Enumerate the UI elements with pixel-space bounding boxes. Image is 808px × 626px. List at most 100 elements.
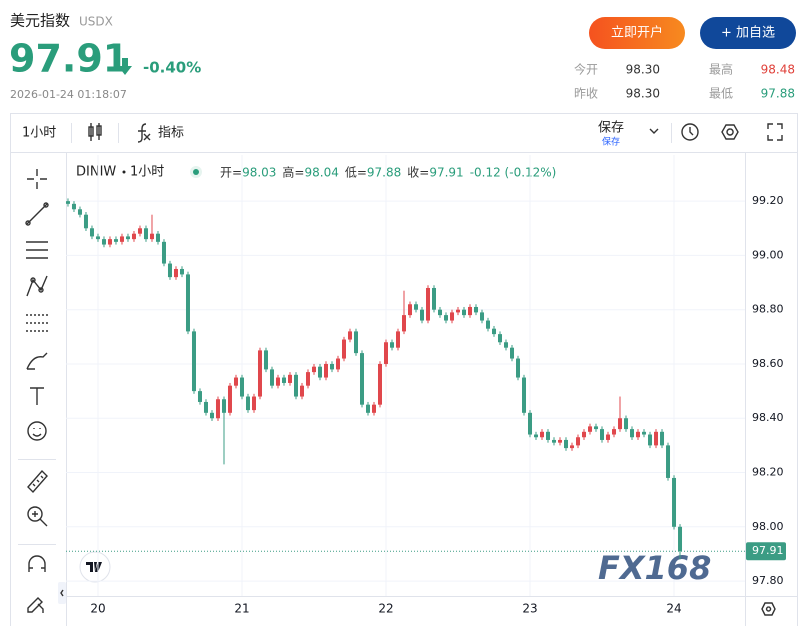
candle-body <box>486 320 491 329</box>
candle-body <box>335 358 340 370</box>
candle-body <box>287 374 292 383</box>
candle-body <box>275 377 280 386</box>
candle-body <box>323 363 328 378</box>
legend-value: 98.03 <box>242 166 276 180</box>
candle-body <box>564 439 569 449</box>
candle-body <box>576 437 581 446</box>
candle-body <box>498 334 503 343</box>
chart-frame <box>10 113 798 626</box>
candle-body <box>113 239 118 242</box>
plot: 99.20 99.00 98.80 98.60 98.40 98.20 98.00 97.80… <box>65 155 786 616</box>
candle-body <box>408 304 413 316</box>
legend-label: 高= <box>282 165 304 180</box>
candle-body <box>365 404 370 413</box>
candle-body <box>474 306 479 313</box>
candle-body <box>630 429 635 438</box>
candle-body <box>137 228 142 234</box>
candle-body <box>233 377 238 386</box>
candle-body <box>203 401 208 413</box>
candle-body <box>239 377 244 397</box>
y-tick-label: 97.80 <box>752 574 784 587</box>
candle-body <box>432 287 437 310</box>
watchlist-label[interactable]: + 加自选 <box>721 26 775 41</box>
candle-body <box>299 385 304 397</box>
candle-body <box>65 201 70 204</box>
candle-body <box>377 363 382 405</box>
candle-body <box>504 342 509 348</box>
open-account-label[interactable]: 立即开户 <box>611 25 663 41</box>
collapse-icon[interactable] <box>60 589 64 597</box>
interval-button[interactable]: 1小时 <box>22 126 56 141</box>
legend-dot <box>122 170 126 174</box>
candle-body <box>666 445 671 478</box>
last-price-label: 97.91 <box>752 544 784 557</box>
down-arrow <box>118 58 132 75</box>
candle-body <box>450 312 455 321</box>
symbol: DINIW <box>76 165 116 180</box>
alert-button[interactable] <box>681 123 699 141</box>
legend-value: 98.04 <box>304 166 338 180</box>
watermark: FX168 <box>598 549 711 587</box>
candle-body <box>143 228 148 240</box>
candle-body <box>624 418 629 430</box>
candle-body <box>371 404 376 413</box>
candle-body <box>173 268 178 278</box>
drawing-tools[interactable] <box>25 169 49 613</box>
y-tick-label: 99.20 <box>752 194 784 207</box>
candle-body <box>329 363 334 370</box>
indicators-button[interactable]: 指标 <box>158 126 184 141</box>
candle-body <box>678 526 683 552</box>
candle-body <box>161 241 166 264</box>
candle-body <box>263 350 268 370</box>
candle-body <box>456 309 461 313</box>
stat-value: 98.30 <box>626 63 660 77</box>
candle-body <box>462 309 467 316</box>
candle-body <box>269 369 274 386</box>
watchlist-button[interactable] <box>700 17 796 49</box>
y-tick-label: 98.20 <box>752 466 784 479</box>
axis-settings[interactable] <box>761 602 776 616</box>
y-tick-label: 98.40 <box>752 411 784 424</box>
candle-body <box>71 203 76 210</box>
candle-body <box>155 233 160 242</box>
collapse-button[interactable] <box>58 582 66 604</box>
candle-body <box>510 347 515 359</box>
legend-value: 97.91 <box>429 166 463 180</box>
candle-body <box>245 396 250 411</box>
last-price-box <box>746 542 786 561</box>
candle-body <box>131 233 136 240</box>
save-menu[interactable] <box>649 128 659 134</box>
candle-body <box>251 396 256 411</box>
fullscreen-button[interactable] <box>767 123 783 141</box>
candle-body <box>185 274 190 332</box>
save-button[interactable]: 保存 <box>598 121 624 136</box>
chart-type-button[interactable] <box>88 123 102 141</box>
fx-icon[interactable] <box>137 123 151 143</box>
candle-body <box>552 439 557 443</box>
code: USDX <box>79 15 113 29</box>
candle-body <box>636 431 641 438</box>
legend-value: 97.88 <box>367 166 401 180</box>
candle-body <box>654 431 659 446</box>
candle-body <box>359 353 364 405</box>
candle-body <box>570 445 575 449</box>
candle-body <box>540 431 545 438</box>
candle-body <box>444 315 449 321</box>
stat-label: 最低 <box>709 87 733 101</box>
open-account-button[interactable] <box>589 17 685 49</box>
candle-body <box>149 233 154 240</box>
candle-body <box>600 429 605 440</box>
settings-button[interactable] <box>721 124 739 140</box>
candle-body <box>347 331 352 340</box>
candle-body <box>612 429 617 435</box>
candle-body <box>480 312 485 321</box>
stat-label: 最高 <box>709 62 733 77</box>
candle-body <box>89 228 94 237</box>
candle-body <box>101 239 106 245</box>
candle-body <box>179 268 184 275</box>
candle-body <box>281 377 286 383</box>
x-tick-label: 20 <box>90 602 105 616</box>
x-tick-label: 24 <box>666 602 681 616</box>
candle-body <box>191 331 196 392</box>
candle-body <box>389 342 394 348</box>
